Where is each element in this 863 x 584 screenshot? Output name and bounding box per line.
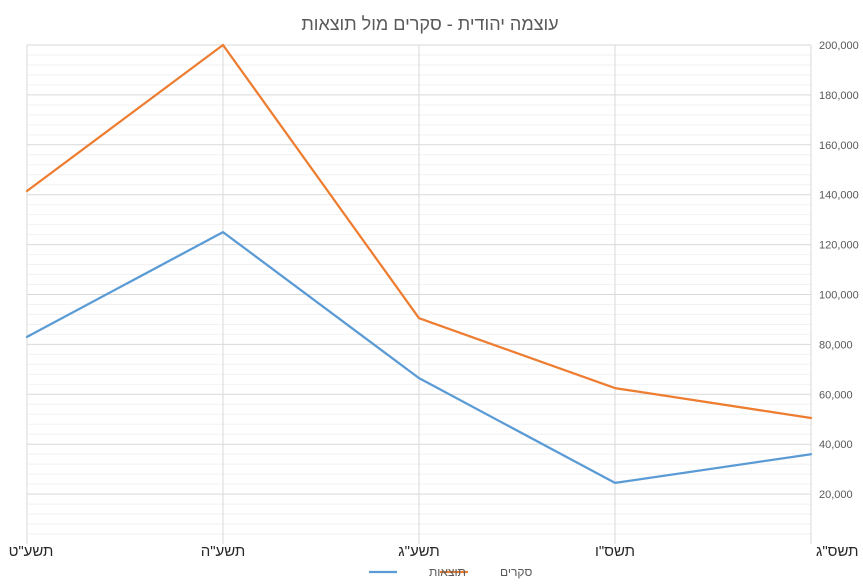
- legend-label: תוצאות: [429, 565, 466, 579]
- y-axis-ticks: 20,000 40,000 60,000 80,000 100,000 120,000 14…: [819, 40, 859, 501]
- x-tick-label: תשע"ט: [9, 543, 54, 560]
- x-axis-ticks: תשע"ט תשע"ה תשע"ג תשס"ו תשס"ג: [9, 543, 859, 560]
- x-tick-label: תשע"ה: [201, 543, 246, 560]
- series-lines: [25, 43, 813, 485]
- legend-label: סקרים: [500, 565, 533, 579]
- y-tick-label: 60,000: [819, 389, 853, 401]
- y-tick-label: 200,000: [819, 40, 859, 52]
- y-tick-label: 80,000: [819, 339, 853, 351]
- x-tick-label: תשע"ג: [398, 543, 439, 560]
- chart-title: עוצמה יהודית - סקרים מול תוצאות: [301, 14, 558, 34]
- y-tick-label: 120,000: [819, 240, 859, 252]
- series-line: [25, 43, 813, 420]
- y-tick-label: 160,000: [819, 140, 859, 152]
- y-tick-label: 140,000: [819, 190, 859, 202]
- x-tick-label: תשס"ג: [816, 543, 859, 560]
- y-tick-label: 180,000: [819, 90, 859, 102]
- y-tick-label: 100,000: [819, 290, 859, 302]
- vertical-gridlines: [26, 45, 812, 544]
- y-tick-label: 20,000: [819, 489, 853, 501]
- x-tick-label: תשס"ו: [595, 543, 635, 560]
- series-line: [25, 230, 813, 485]
- y-tick-label: 40,000: [819, 439, 853, 451]
- legend: סקרים תוצאות: [369, 565, 533, 579]
